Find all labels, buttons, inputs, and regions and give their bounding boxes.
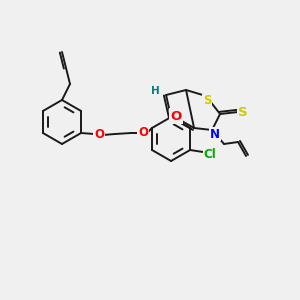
Text: O: O — [170, 110, 182, 122]
Text: O: O — [138, 127, 148, 140]
Text: S: S — [203, 94, 211, 107]
Text: S: S — [238, 106, 248, 118]
Text: O: O — [94, 128, 104, 142]
Text: Cl: Cl — [204, 148, 217, 160]
Text: N: N — [210, 128, 220, 140]
Text: H: H — [151, 86, 159, 96]
